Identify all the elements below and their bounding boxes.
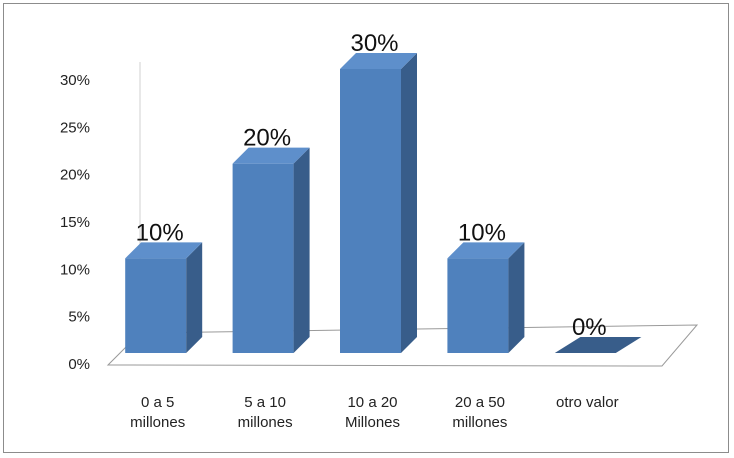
x-category-label: 10 a 20: [347, 394, 397, 411]
y-tick-label: 30%: [60, 72, 90, 89]
bar-side: [293, 147, 310, 353]
bar-top: [447, 242, 525, 259]
bar-top: [125, 242, 203, 259]
data-label: 30%: [350, 30, 398, 57]
x-category-label: 20 a 50: [455, 394, 505, 411]
x-category-label: Millones: [345, 414, 400, 431]
bar-side: [401, 53, 417, 353]
bar-front: [447, 258, 509, 353]
x-category-label: millones: [238, 414, 293, 431]
y-tick-label: 5%: [68, 309, 90, 326]
bar-zero-flat: [554, 337, 642, 353]
y-tick-label: 10%: [60, 261, 90, 278]
y-tick-label: 15%: [60, 214, 90, 231]
x-category-label: 0 a 5: [141, 394, 174, 411]
y-tick-label: 20%: [60, 167, 90, 184]
bar-top: [340, 53, 417, 69]
x-category-label: millones: [452, 414, 507, 431]
bar-front: [340, 69, 401, 353]
bar-side: [186, 242, 203, 353]
x-category-label: millones: [130, 414, 185, 431]
y-tick-label: 25%: [60, 119, 90, 136]
data-label: 20%: [243, 125, 291, 152]
x-category-label: 5 a 10: [244, 394, 286, 411]
data-label: 10%: [136, 219, 184, 246]
y-tick-label: 0%: [68, 356, 90, 373]
bar-side: [508, 242, 525, 353]
bar-top: [232, 147, 310, 164]
bar-front: [232, 163, 294, 353]
data-label: 10%: [458, 219, 506, 246]
data-label: 0%: [572, 314, 607, 341]
x-category-label: otro valor: [556, 394, 619, 411]
bar-front: [125, 258, 187, 353]
